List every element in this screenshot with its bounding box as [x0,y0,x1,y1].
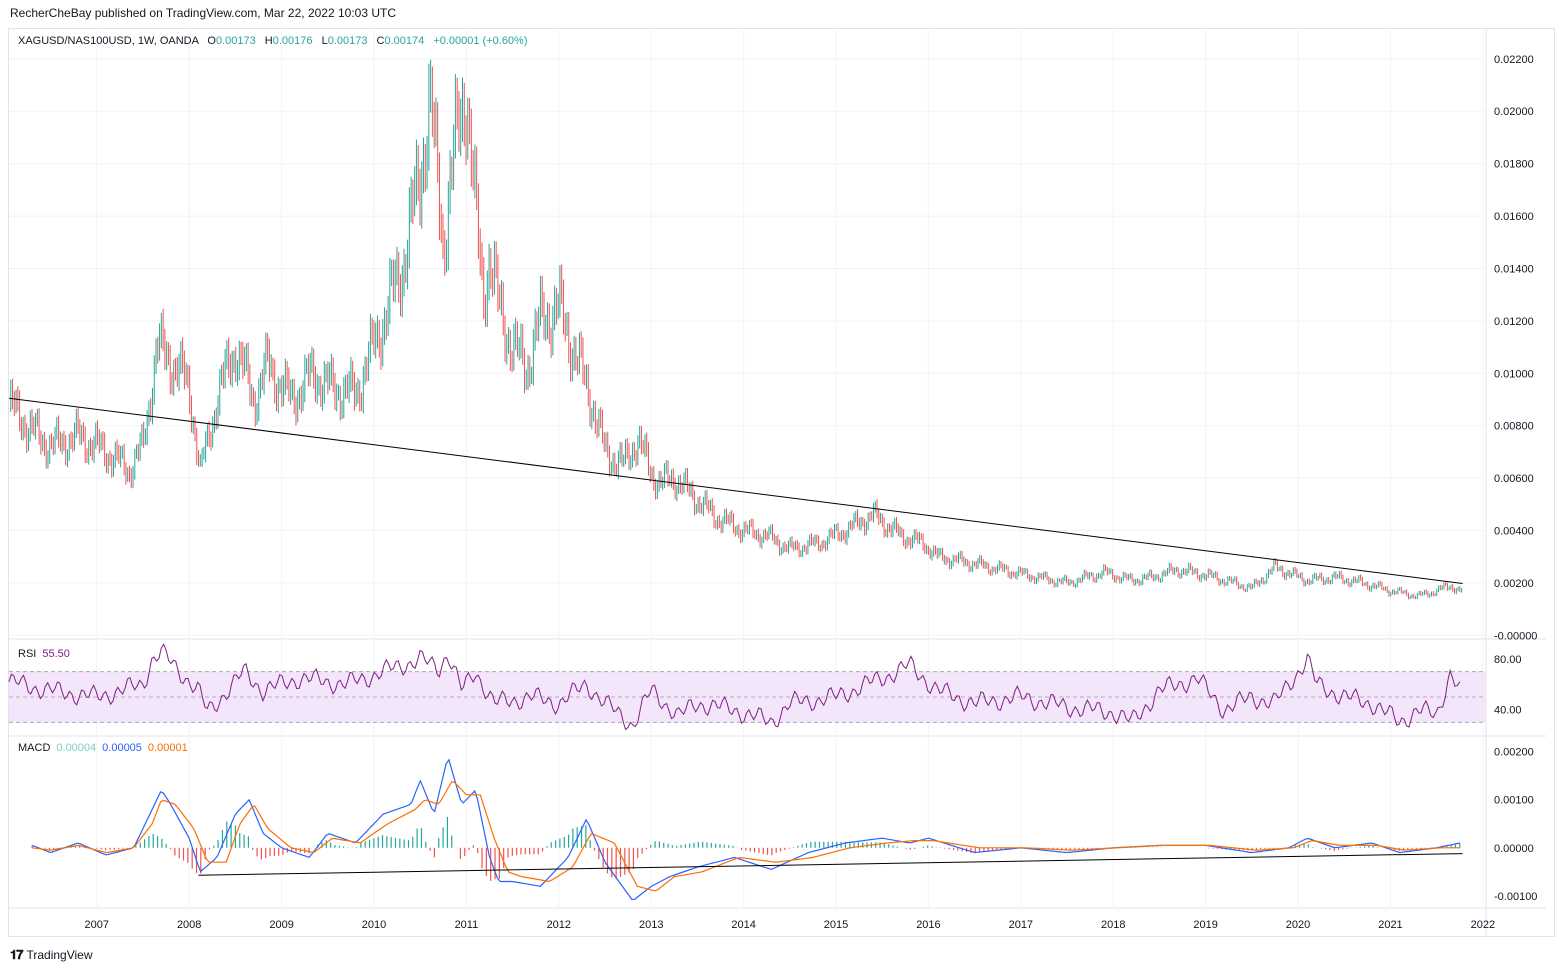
macd-hist-value: 0.00004 [56,742,97,754]
symbol-label[interactable]: XAGUSD/NAS100USD, 1W, OANDA [18,35,199,47]
macd-line-value: 0.00005 [102,742,142,754]
rsi-label[interactable]: RSI [18,648,37,660]
high-value: 0.00176 [272,35,313,47]
rsi-tick-label: 40.00 [1494,705,1522,717]
time-tick-label: 2007 [85,919,109,931]
price-trendline [8,397,1463,584]
price-tick-label: 0.01000 [1494,368,1534,380]
open-key: O [207,35,216,47]
publish-info: RecherCheBay published on TradingView.co… [10,6,396,20]
price-tick-label: -0.00000 [1494,630,1537,642]
price-tick-label: 0.01400 [1494,263,1534,275]
time-tick-label: 2013 [639,919,663,931]
macd-tick-label: 0.00100 [1494,795,1534,807]
time-tick-label: 2010 [362,919,386,931]
price-tick-label: 0.00200 [1494,578,1534,590]
close-value: 0.00174 [384,35,425,47]
close-key: C [376,35,385,47]
time-tick-label: 2018 [1101,919,1125,931]
time-tick-label: 2012 [547,919,571,931]
time-tick-label: 2008 [177,919,201,931]
price-tick-label: 0.01600 [1494,211,1534,223]
time-tick-label: 2019 [1193,919,1217,931]
price-tick-label: 0.02000 [1494,106,1534,118]
macd-line [31,758,1460,901]
high-key: H [264,35,273,47]
rsi-legend: RSI 55.50 [18,648,70,660]
time-tick-label: 2016 [916,919,940,931]
time-tick-label: 2022 [1471,919,1495,931]
tradingview-logo-icon: 𝟏𝟕 [10,947,24,962]
open-value: 0.00173 [215,35,256,47]
macd-tick-label: 0.00000 [1494,843,1534,855]
price-tick-label: 0.00800 [1494,421,1534,433]
rsi-value: 55.50 [42,648,70,660]
low-value: 0.00173 [327,35,368,47]
price-legend: XAGUSD/NAS100USD, 1W, OANDA O0.00173 H0.… [18,35,528,47]
macd-label[interactable]: MACD [18,742,51,754]
time-tick-label: 2011 [455,919,479,931]
macd-tick-label: -0.00100 [1494,891,1537,903]
macd-signal-line [32,780,1460,892]
low-key: L [321,35,328,47]
macd-legend: MACD 0.00004 0.00005 0.00001 [18,742,188,754]
macd-trendline [198,853,1463,876]
macd-tick-label: 0.00200 [1494,746,1534,758]
change-value: +0.00001 (+0.60%) [433,35,528,47]
time-tick-label: 2020 [1286,919,1310,931]
time-tick-label: 2009 [269,919,293,931]
time-tick-label: 2015 [824,919,848,931]
brand-name: TradingView [26,948,93,962]
chart-frame [8,28,1555,937]
price-tick-label: 0.02200 [1494,54,1534,66]
rsi-line [8,643,1461,731]
time-tick-label: 2017 [1009,919,1033,931]
time-tick-label: 2014 [731,919,755,931]
price-tick-label: 0.00600 [1494,473,1534,485]
price-tick-label: 0.01800 [1494,159,1534,171]
macd-signal-value: 0.00001 [147,742,188,754]
price-tick-label: 0.00400 [1494,526,1534,538]
time-tick-label: 2021 [1378,919,1402,931]
price-tick-label: 0.01200 [1494,316,1534,328]
tradingview-brand[interactable]: 𝟏𝟕 TradingView [10,947,93,963]
rsi-tick-label: 80.00 [1494,654,1522,666]
